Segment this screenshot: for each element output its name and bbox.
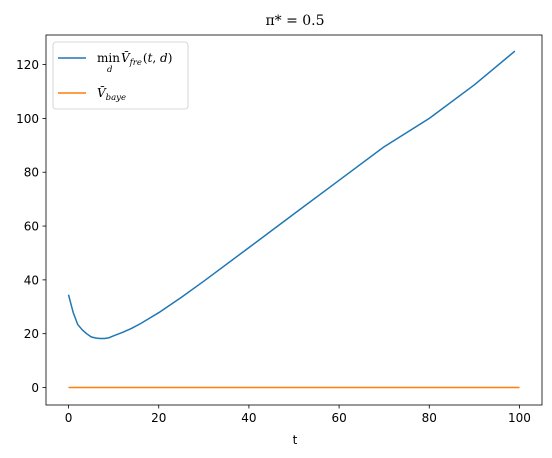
legend: minV̄fre(t, d) d V̄baye [52, 41, 189, 110]
x-axis-title: t [293, 433, 298, 447]
x-tick-label-2: 40 [241, 411, 256, 425]
legend-label-0: minV̄fre(t, d) d [97, 50, 172, 75]
legend-box [52, 41, 189, 110]
x-tick-label-4: 80 [422, 411, 437, 425]
x-tick-label-3: 60 [331, 411, 346, 425]
series-line-0 [67, 50, 516, 340]
plot-frame [45, 34, 543, 406]
chart-title: π* = 0.5 [265, 13, 324, 29]
x-tick-label-1: 20 [151, 411, 166, 425]
x-tick-label-0: 0 [65, 411, 73, 425]
y-tick-label-1: 20 [24, 327, 39, 341]
plot-lines [67, 50, 520, 389]
y-tick-label-5: 100 [16, 112, 39, 126]
y-axis: 0 20 40 60 80 100 120 [16, 58, 46, 395]
y-tick-label-2: 40 [24, 273, 39, 287]
legend-text-0-sub: d [107, 65, 113, 75]
x-axis: 0 20 40 60 80 100 [65, 405, 531, 425]
x-tick-label-5: 100 [508, 411, 531, 425]
y-tick-label-3: 60 [24, 220, 39, 234]
legend-text-1: V̄baye [97, 85, 126, 103]
legend-text-0: minV̄fre(t, d) [97, 50, 172, 68]
y-tick-label-6: 120 [16, 58, 39, 72]
y-tick-label-0: 0 [31, 381, 39, 395]
y-tick-label-4: 80 [24, 166, 39, 180]
